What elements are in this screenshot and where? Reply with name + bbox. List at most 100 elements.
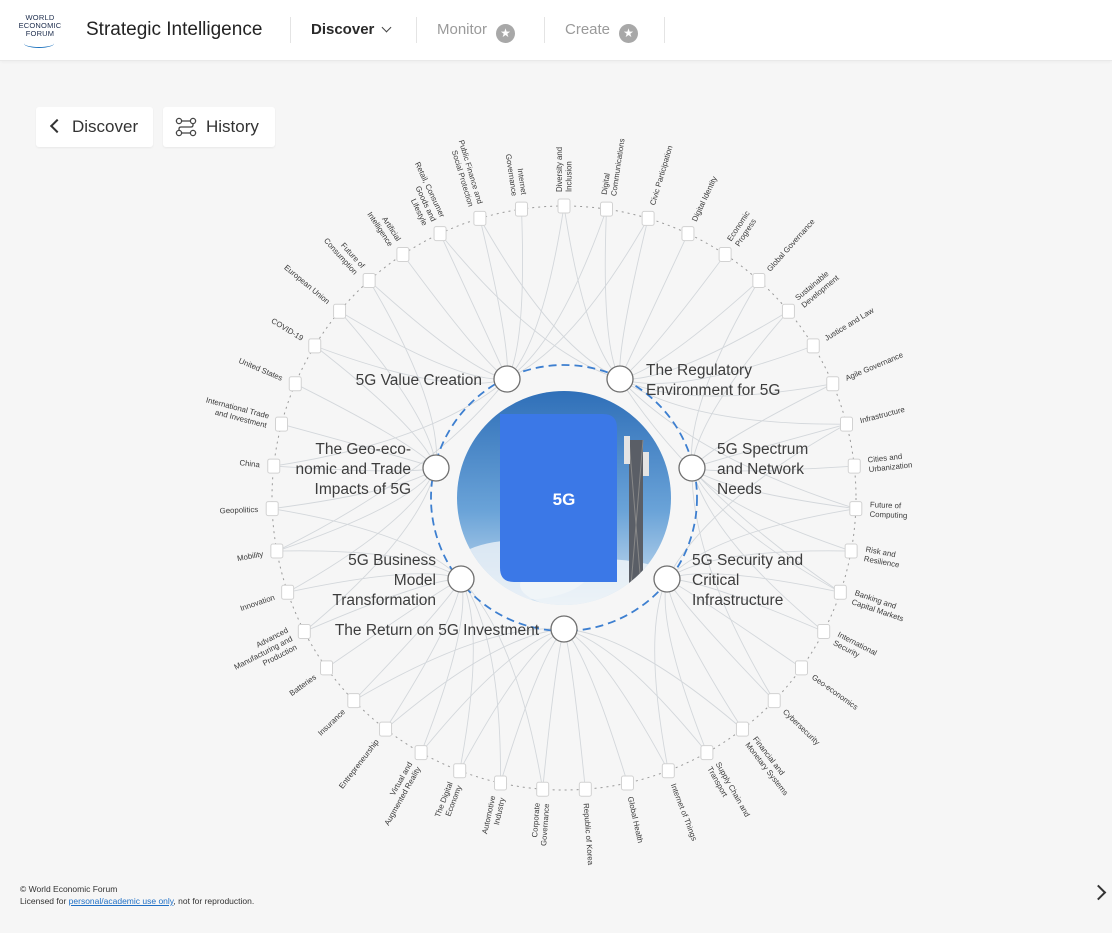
topic-node[interactable]: Retail, ConsumerGoods andLifestyle: [396, 161, 447, 242]
key-issue-label[interactable]: 5G Security and Critical Infrastructure: [692, 552, 803, 609]
topic-label[interactable]: Global Health: [626, 796, 645, 844]
topic-node-box[interactable]: [362, 273, 376, 289]
topic-node[interactable]: Civic Participation: [641, 144, 675, 226]
topic-node[interactable]: The DigitalEconomy: [433, 763, 467, 822]
topic-node-box[interactable]: [288, 376, 302, 392]
topic-node[interactable]: InternationalSecurity: [817, 624, 879, 667]
topic-node-box[interactable]: [840, 416, 854, 432]
topic-node-box[interactable]: [433, 226, 447, 242]
topic-label[interactable]: Agile Governance: [844, 350, 905, 383]
topic-label[interactable]: SustainableDevelopment: [793, 265, 841, 309]
topic-node-box[interactable]: [817, 624, 831, 640]
key-issue-node[interactable]: 5G Business Model Transformation: [332, 552, 475, 609]
key-issue-node[interactable]: The Geo-eco-nomic and Trade Impacts of 5G: [296, 441, 450, 498]
center-tile[interactable]: [500, 414, 617, 582]
key-issue-label[interactable]: 5G Spectrum and Network Needs: [717, 441, 808, 498]
topic-node[interactable]: DigitalCommunications: [600, 136, 627, 217]
topic-node[interactable]: InternetGovernance: [504, 152, 529, 217]
topic-node-box[interactable]: [333, 303, 347, 319]
topic-node-box[interactable]: [794, 660, 808, 676]
key-issue-node[interactable]: 5G Value Creation: [356, 365, 521, 393]
key-issue-node[interactable]: 5G Security and Critical Infrastructure: [653, 552, 803, 609]
topic-node-box[interactable]: [281, 584, 295, 600]
chevron-right-icon[interactable]: [1090, 884, 1107, 901]
topic-node[interactable]: Internet of Things: [661, 763, 699, 842]
topic-node[interactable]: Financial andMonetary Systems: [735, 721, 797, 798]
key-issue-circle[interactable]: [606, 365, 634, 393]
key-issue-circle[interactable]: [422, 454, 450, 482]
topic-label[interactable]: Batteries: [288, 673, 318, 698]
topic-label[interactable]: Internet of Things: [669, 782, 699, 842]
topic-node[interactable]: Public Finance andSocial Protection: [448, 139, 487, 226]
nav-discover[interactable]: Discover: [311, 21, 392, 38]
wef-logo[interactable]: WORLD ECONOMIC FORUM: [14, 14, 66, 48]
topic-label[interactable]: Geopolitics: [219, 505, 258, 515]
topic-label[interactable]: ArtificialIntelligence: [365, 205, 402, 248]
topic-node-box[interactable]: [847, 458, 861, 474]
topic-node[interactable]: Digital Identity: [681, 175, 719, 242]
topic-node[interactable]: Global Health: [620, 775, 645, 844]
topic-label[interactable]: AutomotiveIndustry: [480, 795, 507, 837]
topic-node[interactable]: Geo-economics: [794, 660, 860, 712]
topic-label[interactable]: Global Governance: [765, 217, 817, 273]
topic-node[interactable]: Banking andCapital Markets: [833, 584, 908, 623]
key-issue-circle[interactable]: [493, 365, 521, 393]
topic-node[interactable]: Batteries: [288, 660, 334, 698]
topic-label[interactable]: China: [239, 458, 261, 469]
topic-label[interactable]: Cybersecurity: [781, 707, 822, 747]
topic-node-box[interactable]: [557, 198, 571, 214]
topic-node[interactable]: Justice and Law: [806, 306, 876, 354]
key-issue-node[interactable]: 5G Spectrum and Network Needs: [678, 441, 808, 498]
topic-node-box[interactable]: [681, 226, 695, 242]
topic-label[interactable]: Supply Chain andTransport: [705, 760, 751, 823]
topic-node-box[interactable]: [700, 745, 714, 761]
topic-label[interactable]: DigitalCommunications: [600, 136, 627, 197]
topic-node[interactable]: Diversity andInclusion: [555, 147, 574, 214]
topic-node[interactable]: AutomotiveIndustry: [480, 775, 508, 837]
topic-node[interactable]: Risk andResilience: [844, 543, 902, 570]
topic-node-box[interactable]: [620, 775, 634, 791]
history-button[interactable]: History: [163, 107, 275, 147]
topic-node[interactable]: International Tradeand Investment: [203, 395, 288, 432]
topic-label[interactable]: EconomicProgress: [725, 209, 759, 248]
topic-node[interactable]: Virtual andAugmented Reality: [374, 745, 428, 827]
topic-node[interactable]: Republic of Korea: [578, 781, 595, 866]
key-issue-node[interactable]: The Regulatory Environment for 5G: [606, 362, 780, 399]
topic-node[interactable]: CorporateGovernance: [530, 781, 552, 846]
topic-node[interactable]: Agile Governance: [826, 350, 905, 392]
topic-node-box[interactable]: [600, 201, 614, 217]
topic-label[interactable]: Future ofConsumption: [322, 230, 367, 277]
topic-node-box[interactable]: [752, 273, 766, 289]
key-issue-label[interactable]: 5G Value Creation: [356, 372, 482, 389]
topic-label[interactable]: Cities andUrbanization: [867, 451, 913, 474]
topic-label[interactable]: United States: [237, 356, 284, 383]
topic-node-box[interactable]: [536, 781, 550, 797]
topic-label[interactable]: Mobility: [236, 549, 264, 563]
topic-node[interactable]: United States: [237, 356, 302, 392]
nav-monitor[interactable]: Monitor ★: [437, 21, 516, 43]
topic-label[interactable]: Civic Participation: [648, 144, 674, 206]
topic-label[interactable]: Geo-economics: [810, 673, 860, 712]
topic-node-box[interactable]: [347, 693, 361, 709]
key-issue-circle[interactable]: [447, 565, 475, 593]
topic-label[interactable]: Infrastructure: [859, 405, 906, 425]
topic-label[interactable]: European Union: [282, 263, 331, 306]
topic-node-box[interactable]: [849, 501, 863, 517]
nav-create[interactable]: Create ★: [565, 21, 639, 43]
topic-node[interactable]: Cities andUrbanization: [847, 451, 913, 474]
topic-node-box[interactable]: [718, 246, 732, 262]
topic-node-box[interactable]: [453, 763, 467, 779]
topic-node-box[interactable]: [844, 543, 858, 559]
topic-label[interactable]: InternationalSecurity: [832, 630, 879, 666]
topic-node[interactable]: AdvancedManufacturing andProduction: [228, 624, 311, 681]
topic-label[interactable]: InternetGovernance: [504, 152, 529, 198]
topic-node-box[interactable]: [265, 501, 279, 517]
topic-node-box[interactable]: [826, 376, 840, 392]
topic-node[interactable]: Cybersecurity: [767, 693, 822, 747]
topic-node-box[interactable]: [297, 624, 311, 640]
topic-label[interactable]: Innovation: [239, 593, 276, 613]
topic-label[interactable]: COVID-19: [270, 316, 305, 342]
topic-label[interactable]: Digital Identity: [690, 175, 719, 223]
topic-node-box[interactable]: [641, 210, 655, 226]
topic-label[interactable]: Financial andMonetary Systems: [743, 735, 797, 798]
